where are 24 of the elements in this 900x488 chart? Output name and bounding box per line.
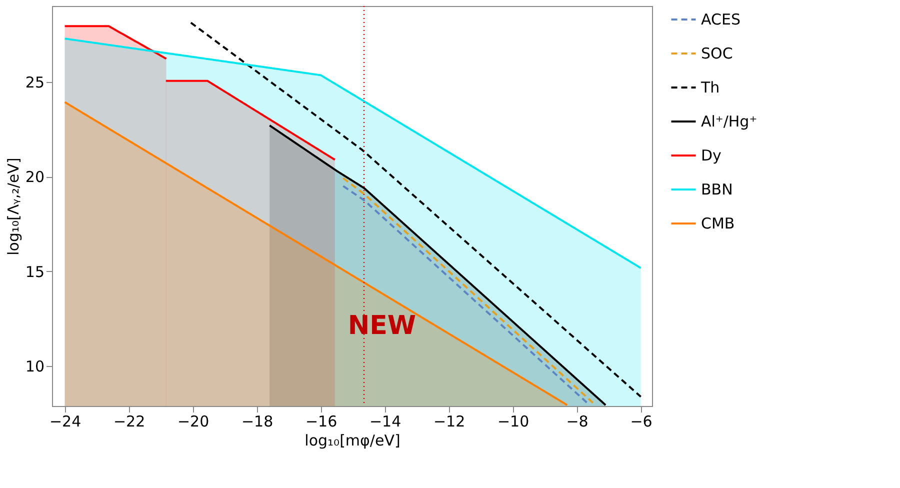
x-tick-label: −18	[241, 412, 274, 430]
x-tick-label: −20	[177, 412, 210, 430]
x-tick-label: −22	[113, 412, 146, 430]
x-axis-title: log₁₀[mφ/eV]	[304, 432, 400, 450]
x-tick-label: −24	[49, 412, 82, 430]
x-tick-label: −14	[369, 412, 402, 430]
y-tick-label: 25	[25, 73, 44, 92]
y-tick-label: 15	[25, 262, 44, 281]
legend-label: SOC	[701, 44, 733, 62]
legend-label: Th	[700, 78, 720, 96]
y-tick-label: 20	[25, 168, 44, 186]
legend-label: BBN	[701, 180, 733, 198]
legend-label: CMB	[701, 214, 735, 232]
legend-label: Al⁺/Hg⁺	[701, 112, 758, 130]
legend-label: ACES	[701, 10, 740, 28]
y-axis-title: log₁₀[Λᵧ,₂/eV]	[4, 158, 22, 256]
x-tick-label: −16	[305, 412, 338, 430]
x-tick-label: −6	[630, 412, 652, 430]
x-tick-label: −8	[566, 412, 588, 430]
x-tick-label: −12	[433, 412, 466, 430]
y-tick-label: 10	[25, 358, 44, 376]
annotation: NEW	[348, 311, 416, 341]
x-tick-label: −10	[497, 412, 530, 430]
legend-label: Dy	[701, 146, 722, 164]
